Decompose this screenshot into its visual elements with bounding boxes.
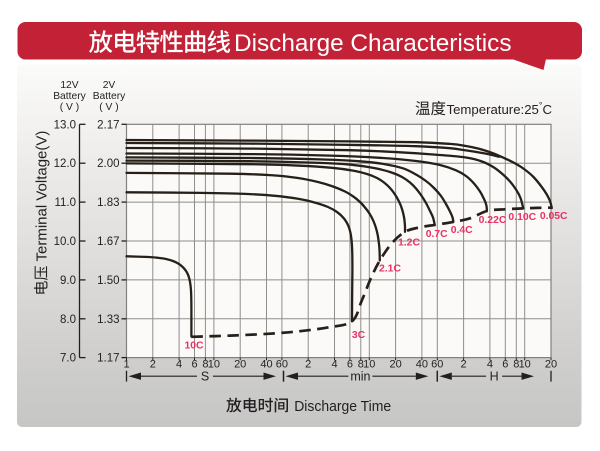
svg-text:( V ): ( V ) [99, 102, 118, 113]
svg-text:2: 2 [150, 359, 156, 371]
svg-text:Terminal Voltage(V): Terminal Voltage(V) [34, 131, 51, 262]
svg-text:13.0: 13.0 [54, 119, 76, 131]
svg-text:min: min [350, 370, 370, 384]
svg-text:60: 60 [276, 359, 288, 371]
svg-text:1.17: 1.17 [97, 353, 119, 365]
svg-text:20: 20 [234, 359, 246, 371]
svg-text:11.0: 11.0 [54, 197, 76, 209]
svg-text:1.83: 1.83 [97, 197, 119, 209]
svg-text:6: 6 [191, 359, 197, 371]
svg-text:0.22C: 0.22C [479, 215, 507, 226]
svg-text:Discharge Time: Discharge Time [294, 398, 391, 415]
svg-text:1.33: 1.33 [97, 314, 119, 326]
svg-text:10.0: 10.0 [54, 236, 76, 248]
svg-text:4: 4 [176, 359, 182, 371]
svg-text:2: 2 [305, 359, 311, 371]
svg-text:2.1C: 2.1C [379, 264, 401, 275]
svg-text:10: 10 [208, 359, 220, 371]
svg-text:6: 6 [347, 359, 353, 371]
svg-text:2V: 2V [103, 80, 116, 91]
svg-text:0.05C: 0.05C [540, 211, 568, 222]
svg-text:10: 10 [363, 359, 375, 371]
svg-text:H: H [490, 370, 499, 384]
svg-text:4: 4 [331, 359, 337, 371]
svg-text:2.00: 2.00 [97, 158, 119, 170]
svg-text:( V ): ( V ) [60, 102, 79, 113]
svg-text:40: 40 [416, 359, 428, 371]
svg-text:Discharge Characteristics: Discharge Characteristics [234, 30, 512, 57]
svg-text:20: 20 [545, 359, 557, 371]
svg-text:7.0: 7.0 [60, 353, 76, 365]
svg-text:0.7C: 0.7C [426, 229, 448, 240]
svg-text:9.0: 9.0 [60, 275, 76, 287]
svg-text:1.2C: 1.2C [398, 238, 420, 249]
svg-text:8: 8 [202, 359, 208, 371]
svg-text:2: 2 [461, 359, 467, 371]
svg-text:1.50: 1.50 [97, 275, 119, 287]
svg-text:40: 40 [260, 359, 272, 371]
svg-text:0.10C: 0.10C [508, 212, 536, 223]
svg-text:Battery: Battery [53, 91, 86, 102]
svg-text:Temperature:25°C: Temperature:25°C [447, 101, 553, 118]
svg-text:3C: 3C [352, 330, 366, 341]
svg-text:8: 8 [358, 359, 364, 371]
svg-text:S: S [201, 370, 209, 384]
svg-text:8.0: 8.0 [60, 314, 76, 326]
svg-text:0.4C: 0.4C [451, 225, 473, 236]
svg-text:6: 6 [502, 359, 508, 371]
svg-text:Battery: Battery [93, 91, 126, 102]
svg-text:2.17: 2.17 [97, 119, 119, 131]
svg-text:4: 4 [487, 359, 493, 371]
svg-text:10C: 10C [184, 340, 204, 351]
svg-text:12.0: 12.0 [54, 158, 76, 170]
svg-text:10: 10 [519, 359, 531, 371]
svg-text:60: 60 [431, 359, 443, 371]
svg-text:8: 8 [513, 359, 519, 371]
svg-text:1.67: 1.67 [97, 236, 119, 248]
svg-text:12V: 12V [60, 80, 78, 91]
svg-text:1: 1 [123, 359, 129, 371]
svg-text:20: 20 [389, 359, 401, 371]
